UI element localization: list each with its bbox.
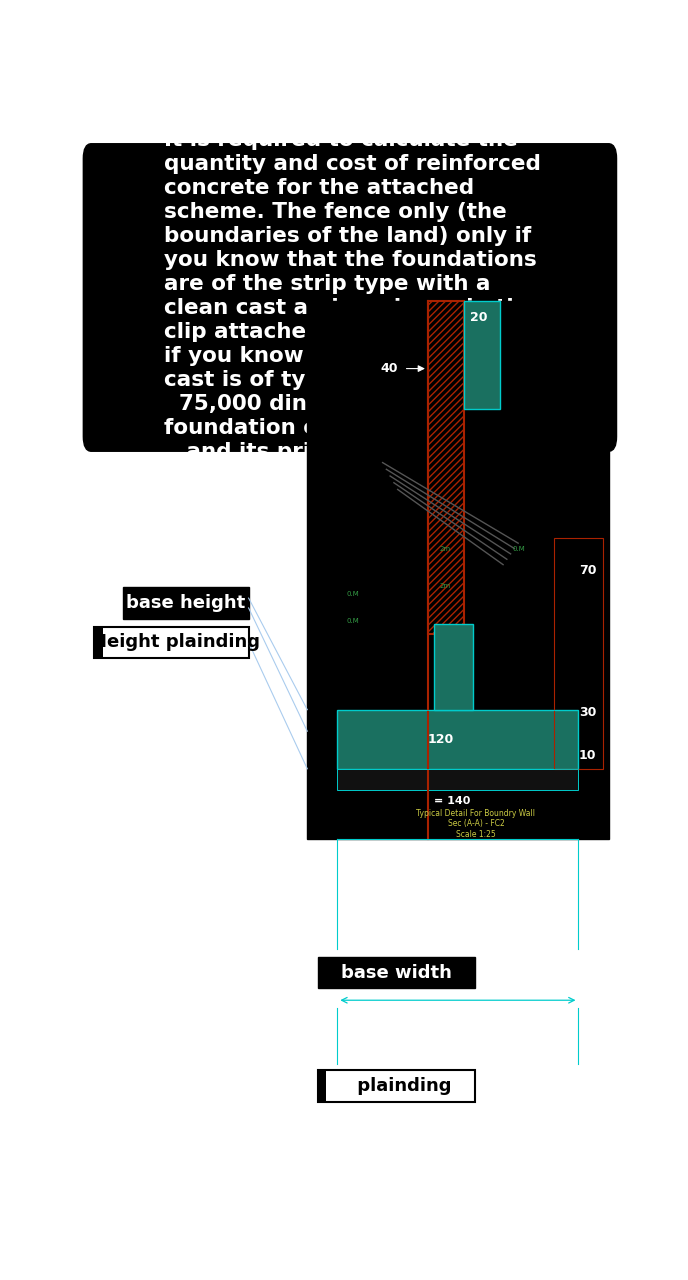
Text: 30: 30 [579, 705, 596, 719]
Text: 0.M: 0.M [512, 545, 525, 552]
Text: base width: base width [341, 964, 452, 982]
Bar [428, 301, 464, 635]
Text: Height plainding: Height plainding [92, 634, 259, 652]
Bar [318, 1070, 475, 1102]
Bar [464, 301, 500, 408]
Bar [337, 709, 579, 769]
Text: 0.M: 0.M [347, 591, 359, 598]
Text: 10: 10 [579, 749, 596, 762]
Text: 2m: 2m [440, 584, 451, 589]
Text: Typical Detail For Boundry Wall
Sec (A-A) - FC2
Scale 1:25: Typical Detail For Boundry Wall Sec (A-A… [416, 809, 535, 838]
Bar [308, 301, 609, 838]
Bar [94, 627, 248, 658]
Bar [555, 538, 603, 769]
Text: 40: 40 [380, 362, 398, 375]
Bar [318, 1070, 327, 1102]
Bar [434, 623, 473, 709]
FancyBboxPatch shape [83, 143, 616, 452]
Text: = 140: = 140 [433, 796, 470, 806]
Bar [428, 301, 464, 635]
Bar [94, 627, 103, 658]
Text: 0.M: 0.M [347, 618, 359, 625]
Text: It is required to calculate the
quantity and cost of reinforced
concrete for the: It is required to calculate the quantity… [164, 129, 541, 462]
Text: base height: base height [127, 594, 246, 612]
Text: plainding: plainding [351, 1076, 451, 1094]
Text: 2m: 2m [440, 545, 451, 552]
Text: 20: 20 [470, 311, 488, 324]
Bar [318, 957, 475, 988]
Text: 70: 70 [579, 563, 596, 576]
Bar [123, 588, 248, 618]
Bar [337, 769, 579, 790]
Text: 120: 120 [428, 732, 454, 746]
